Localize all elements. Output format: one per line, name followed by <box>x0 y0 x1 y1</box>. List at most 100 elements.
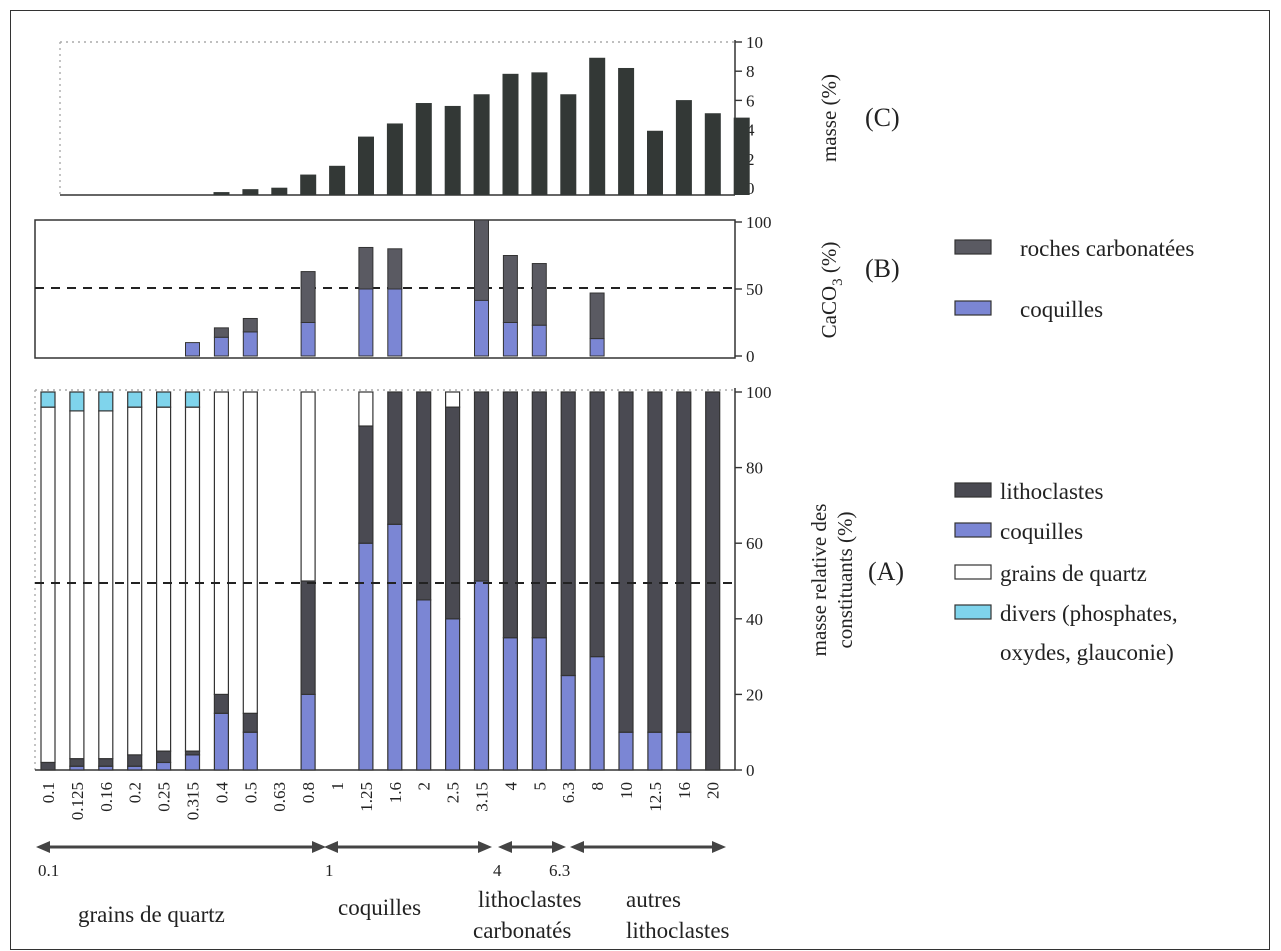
composition-bar-lithoclastes <box>40 761 56 771</box>
composition-bar-quartz <box>213 391 229 695</box>
legend-label-coquilles: coquilles <box>1000 519 1083 544</box>
zone-label-autres-1: autres <box>626 887 681 912</box>
caco3-bar-coquilles <box>531 324 547 357</box>
caco3-bar-roches <box>502 255 518 323</box>
composition-bar-quartz <box>445 391 461 408</box>
caco3-bar-roches <box>531 263 547 326</box>
category-label: 1.6 <box>386 782 405 803</box>
zone-label-autres-2: lithoclastes <box>626 918 730 943</box>
mass-bar <box>271 187 288 195</box>
composition-bar-coquilles <box>560 674 576 771</box>
caco3-bar-coquilles <box>589 338 605 357</box>
composition-bar-coquilles <box>676 731 692 771</box>
composition-bar-lithoclastes <box>127 754 143 767</box>
mass-bar <box>647 130 663 195</box>
composition-bar-lithoclastes <box>358 425 374 544</box>
panel-c-tick-label: 4 <box>746 121 755 140</box>
panel-a-tick-label: 0 <box>746 761 755 780</box>
legend-label-quartz: grains de quartz <box>1000 561 1147 586</box>
panel-b-ylabel: CaCO3 (%) <box>817 242 846 339</box>
composition-bar-lithoclastes <box>618 391 634 733</box>
composition-bar-coquilles <box>589 655 605 771</box>
panel-a-tick-label: 100 <box>746 383 772 402</box>
composition-bar-lithoclastes <box>560 391 576 677</box>
panel-c-tick-label: 10 <box>746 33 763 52</box>
composition-bar-quartz <box>98 410 114 760</box>
caco3-bar-coquilles <box>242 331 258 357</box>
panel-a-tick-label: 20 <box>746 685 763 704</box>
range-arrow-autres-left-head <box>570 841 584 853</box>
category-label: 5 <box>530 782 549 791</box>
range-arrow-litho-left-head <box>498 841 512 853</box>
mass-bar <box>386 123 403 195</box>
category-label: 0.5 <box>241 782 260 803</box>
composition-bar-lithoclastes <box>242 712 258 733</box>
mass-bar <box>704 113 721 195</box>
category-label: 16 <box>675 782 694 799</box>
category-label: 12.5 <box>646 782 665 812</box>
category-label: 0.125 <box>68 782 87 820</box>
range-label-1: 1 <box>325 861 334 880</box>
range-arrow-autres-right-head <box>712 841 726 853</box>
zone-label-quartz: grains de quartz <box>78 902 225 927</box>
composition-bar-coquilles <box>387 523 403 771</box>
caco3-bar-roches <box>589 292 605 340</box>
legend-swatch-divers <box>954 604 992 620</box>
panel-b-tick-label: 100 <box>746 213 772 232</box>
panel-a-tick-label: 40 <box>746 610 763 629</box>
mass-bar <box>733 117 750 195</box>
zone-label-coquilles: coquilles <box>338 895 421 920</box>
panel-c-ylabel: masse (%) <box>817 74 841 162</box>
composition-bar-lithoclastes <box>676 391 692 733</box>
panel-label-a: (A) <box>868 557 904 586</box>
composition-bar-divers <box>69 391 85 412</box>
composition-bar-coquilles <box>502 637 518 771</box>
mass-bar <box>618 67 635 195</box>
range-arrow-quartz-right-head <box>312 841 326 853</box>
composition-bar-coquilles <box>416 599 432 771</box>
panel-b-tick-label: 0 <box>746 347 755 366</box>
caco3-bar-roches <box>358 246 374 290</box>
caco3-bar-roches <box>474 219 489 301</box>
composition-bar-coquilles <box>300 693 316 771</box>
composition-bar-quartz <box>358 391 374 427</box>
mass-bar <box>444 105 461 195</box>
legend-label-divers-1: divers (phosphates, <box>1000 601 1178 626</box>
legend-swatch-roches-carbonatees <box>954 239 992 255</box>
panel-c-tick-label: 8 <box>746 62 755 81</box>
composition-bar-coquilles <box>531 637 547 771</box>
composition-bar-quartz <box>127 406 143 756</box>
panel-b-tick-label: 50 <box>746 280 763 299</box>
category-label: 2.5 <box>444 782 463 803</box>
composition-bar-lithoclastes <box>589 391 605 658</box>
category-label: 0.16 <box>97 782 116 812</box>
legend-swatch-quartz <box>954 564 992 580</box>
mass-bar <box>358 136 374 195</box>
composition-bar-divers <box>184 391 201 408</box>
mass-bar <box>531 72 548 195</box>
panel-c-tick-label: 6 <box>746 91 755 110</box>
mass-bar <box>213 192 230 195</box>
mass-bar <box>242 189 259 195</box>
composition-bar-lithoclastes <box>502 391 518 639</box>
range-arrow-coquilles-right-head <box>478 841 492 853</box>
composition-bar-lithoclastes <box>416 391 432 601</box>
figure-frame <box>10 10 1270 950</box>
caco3-bar-coquilles <box>358 288 374 357</box>
legend-label-roches-carbonatees: roches carbonatées <box>1020 236 1194 261</box>
panel-a-tick-label: 60 <box>746 534 763 553</box>
mass-bar <box>473 94 490 195</box>
composition-bar-quartz <box>40 406 56 764</box>
range-arrow-coquilles-left-head <box>324 841 338 853</box>
caco3-bar-coquilles <box>300 322 316 357</box>
panel-b: 0 50 100 <box>34 213 772 366</box>
composition-bar-lithoclastes <box>98 758 114 767</box>
panel-c-tick-label: 2 <box>746 150 755 169</box>
category-label: 0.25 <box>155 782 174 812</box>
composition-bar-coquilles <box>647 731 663 771</box>
caco3-bar-roches <box>213 327 229 338</box>
category-label: 0.2 <box>126 782 145 803</box>
composition-bar-coquilles <box>445 618 461 771</box>
caco3-bar-coquilles <box>185 342 200 357</box>
